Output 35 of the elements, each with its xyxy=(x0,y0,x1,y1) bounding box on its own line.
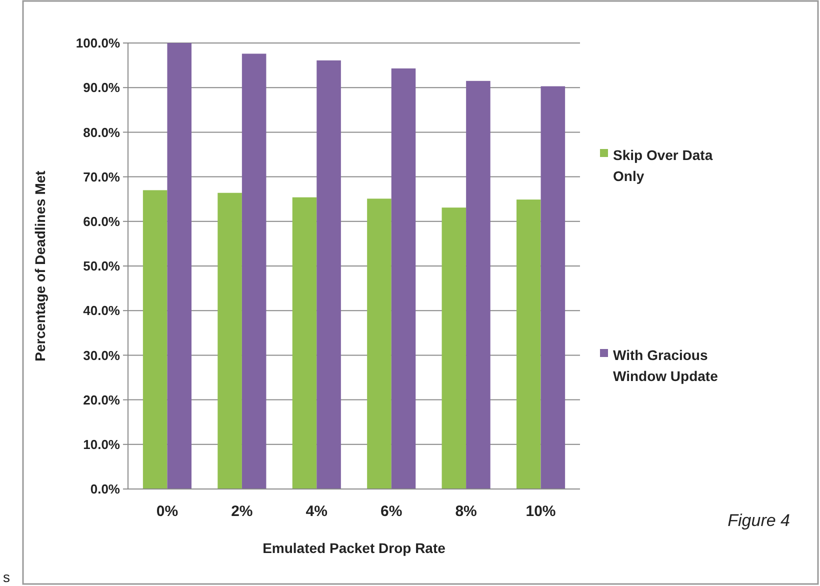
legend-label: With Gracious Window Update xyxy=(613,346,718,384)
bar xyxy=(391,68,416,489)
y-tick-label: 60.0% xyxy=(83,214,120,229)
x-tick-label: 10% xyxy=(526,503,556,520)
y-tick-label: 20.0% xyxy=(83,392,120,408)
bar xyxy=(466,80,490,489)
bar xyxy=(242,54,266,489)
bar xyxy=(167,43,192,489)
bar xyxy=(292,197,317,489)
x-tick-label: 8% xyxy=(455,503,477,520)
y-tick-label: 10.0% xyxy=(83,436,120,452)
y-tick-label: 50.0% xyxy=(83,258,120,274)
y-axis-title: Percentage of Deadlines Met xyxy=(32,170,48,362)
x-tick-label: 4% xyxy=(306,503,328,520)
bar xyxy=(540,86,566,489)
x-tick-label: 2% xyxy=(231,503,253,520)
bar xyxy=(316,60,341,489)
y-tick-label: 80.0% xyxy=(83,124,120,140)
bar xyxy=(516,200,541,489)
y-tick-label: 70.0% xyxy=(83,169,120,184)
y-tick-label: 100.0% xyxy=(76,36,120,51)
bar xyxy=(442,208,466,489)
y-tick-label: 40.0% xyxy=(83,303,120,318)
y-tick-label: 90.0% xyxy=(83,80,120,96)
bar xyxy=(142,190,168,489)
x-tick-label: 0% xyxy=(156,503,178,520)
x-axis-title: Emulated Packet Drop Rate xyxy=(262,540,446,556)
bar xyxy=(218,192,242,489)
bar xyxy=(367,198,392,489)
y-tick-label: 0.0% xyxy=(90,482,120,497)
caption: Figure 4 xyxy=(728,511,790,530)
x-tick-label: 6% xyxy=(380,503,402,520)
legend-label: Skip Over Data Only xyxy=(613,146,713,184)
text: s xyxy=(3,569,10,585)
y-tick-label: 30.0% xyxy=(83,348,120,363)
